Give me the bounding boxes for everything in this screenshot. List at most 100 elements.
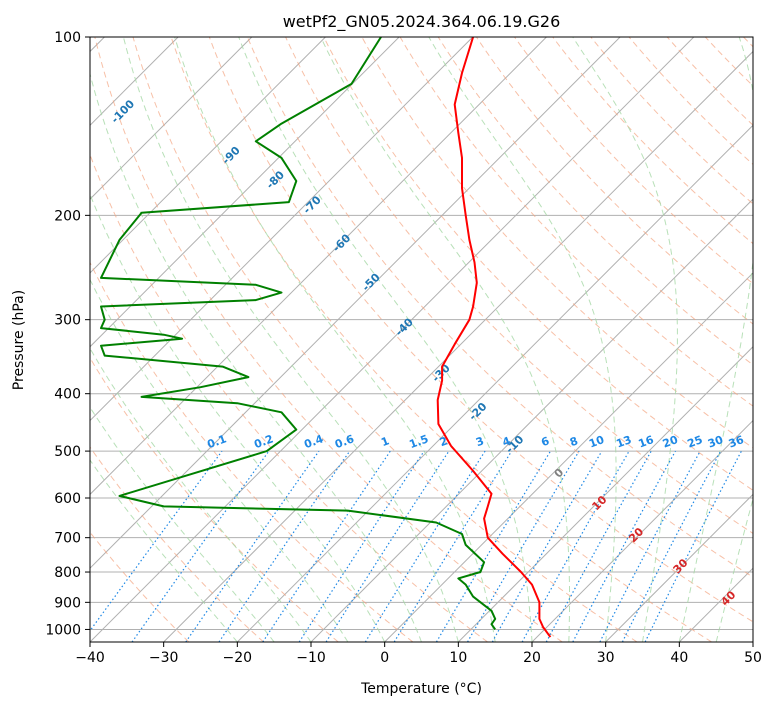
dry-adiabat bbox=[90, 531, 190, 642]
mixing-ratio-line bbox=[644, 450, 742, 642]
dry-adiabat bbox=[590, 37, 753, 205]
isotherm-label: -20 bbox=[466, 400, 489, 423]
isotherm bbox=[531, 419, 753, 642]
dry-adiabat bbox=[704, 37, 753, 87]
moist-adiabat bbox=[572, 37, 678, 642]
mixing-ratio-label: 30 bbox=[706, 433, 725, 451]
mixing-ratio-label: 8 bbox=[568, 434, 580, 449]
x-tick-label: 0 bbox=[380, 650, 389, 666]
mixing-ratio-line bbox=[298, 450, 425, 642]
mixing-ratio-label: 20 bbox=[661, 433, 680, 451]
moist-adiabat bbox=[174, 37, 496, 642]
isotherm bbox=[90, 37, 621, 569]
isotherm-label: 40 bbox=[718, 588, 738, 608]
moist-adiabat bbox=[678, 37, 753, 642]
isotherm-label: 20 bbox=[626, 525, 646, 545]
mixing-ratio-line bbox=[545, 450, 652, 642]
dry-adiabat bbox=[285, 37, 753, 535]
mixing-ratio-label: 0.4 bbox=[302, 432, 325, 451]
mixing-ratio-label: 25 bbox=[686, 433, 705, 450]
isotherm bbox=[90, 37, 253, 200]
mixing-ratio-label: 0.6 bbox=[333, 432, 356, 451]
mixing-ratio-label: 10 bbox=[587, 433, 606, 451]
y-tick-label: 100 bbox=[54, 30, 81, 46]
isotherm-label: -90 bbox=[220, 144, 243, 167]
mixing-ratio-line bbox=[262, 450, 391, 642]
isotherm-label: -50 bbox=[360, 270, 383, 293]
dry-adiabat bbox=[437, 37, 753, 366]
x-tick-label: 40 bbox=[670, 650, 688, 666]
dry-adiabat bbox=[90, 153, 488, 642]
mixing-ratio-label: 3 bbox=[474, 434, 486, 449]
mixing-ratio-label: 0.2 bbox=[252, 432, 275, 451]
chart-title: wetPf2_GN05.2024.364.06.19.G26 bbox=[283, 12, 561, 32]
dry-adiabat bbox=[170, 37, 712, 642]
x-tick-label: 20 bbox=[523, 650, 541, 666]
dry-adiabat bbox=[323, 37, 753, 491]
dry-adiabat bbox=[743, 37, 753, 48]
mixing-ratio-label: 1.5 bbox=[407, 432, 430, 451]
isotherm bbox=[90, 37, 400, 348]
y-axis: 100 200 300 400 500 600 700 800 900 1000 bbox=[45, 30, 90, 638]
x-axis: −40 −30 −20 −10 0 10 20 30 40 50 bbox=[75, 642, 762, 666]
isotherm-label: -100 bbox=[109, 97, 138, 126]
mixing-ratio-label: 1 bbox=[379, 434, 391, 449]
isotherm bbox=[90, 37, 326, 274]
moist-adiabat bbox=[90, 406, 275, 642]
mixing-ratio-line bbox=[185, 450, 320, 642]
moist-adiabat bbox=[238, 37, 533, 642]
x-tick-label: 10 bbox=[449, 650, 467, 666]
mixing-ratio-line bbox=[131, 450, 270, 642]
y-tick-label: 400 bbox=[54, 387, 81, 403]
dry-adiabat bbox=[94, 37, 563, 642]
isotherm bbox=[678, 567, 753, 642]
moist-adiabat bbox=[90, 192, 386, 642]
moist-adiabat bbox=[90, 459, 238, 642]
dewpoint-trace bbox=[100, 37, 497, 630]
mixing-ratio-line bbox=[599, 450, 701, 642]
dry-adiabat bbox=[666, 37, 753, 126]
moist-adiabat bbox=[90, 72, 422, 642]
isotherm bbox=[90, 37, 547, 496]
mixing-ratio-label: 16 bbox=[637, 433, 656, 451]
isotherm bbox=[163, 50, 753, 642]
moist-adiabat bbox=[122, 37, 459, 642]
plot-frame bbox=[89, 36, 754, 643]
mixing-ratio-label: 6 bbox=[539, 434, 551, 449]
isotherm bbox=[457, 346, 753, 642]
isotherm bbox=[384, 272, 753, 642]
dry-adiabat bbox=[208, 37, 753, 623]
mixing-ratio-line bbox=[466, 450, 580, 642]
isotherm bbox=[310, 198, 753, 642]
y-axis-label: Pressure (hPa) bbox=[11, 290, 27, 390]
mixing-ratio-label: 4 bbox=[501, 434, 513, 449]
dry-adiabat bbox=[90, 446, 264, 642]
mixing-ratio-label: 36 bbox=[727, 433, 746, 451]
moist-adiabat bbox=[428, 37, 617, 642]
y-tick-label: 300 bbox=[54, 313, 81, 329]
dry-adiabat bbox=[246, 37, 753, 578]
y-tick-label: 500 bbox=[54, 444, 81, 460]
dry-adiabat bbox=[552, 37, 753, 245]
background-lines bbox=[90, 37, 753, 642]
isotherm-label: 10 bbox=[589, 493, 609, 513]
x-tick-label: −40 bbox=[75, 650, 105, 666]
y-tick-label: 700 bbox=[54, 531, 81, 547]
mixing-ratio-line bbox=[521, 450, 630, 642]
plot-area: 0.1 0.2 0.4 0.6 1 1.5 2 3 4 6 8 10 13 16 20 25 30 36 -100 -… bbox=[90, 37, 753, 642]
x-tick-label: 30 bbox=[597, 650, 615, 666]
y-tick-label: 800 bbox=[54, 565, 81, 581]
x-axis-label: Temperature (°C) bbox=[360, 681, 482, 697]
dry-adiabat bbox=[90, 356, 339, 642]
moist-adiabat bbox=[715, 497, 753, 642]
dry-adiabat bbox=[475, 37, 753, 325]
dry-adiabat bbox=[132, 37, 638, 642]
x-tick-label: −10 bbox=[296, 650, 326, 666]
isotherm bbox=[605, 493, 753, 642]
x-tick-label: 50 bbox=[744, 650, 762, 666]
x-tick-label: −20 bbox=[223, 650, 253, 666]
y-tick-label: 1000 bbox=[45, 622, 81, 638]
isotherm-label: -60 bbox=[330, 231, 353, 254]
mixing-ratio-line bbox=[572, 450, 677, 642]
mixing-ratio-label: 13 bbox=[614, 433, 633, 450]
